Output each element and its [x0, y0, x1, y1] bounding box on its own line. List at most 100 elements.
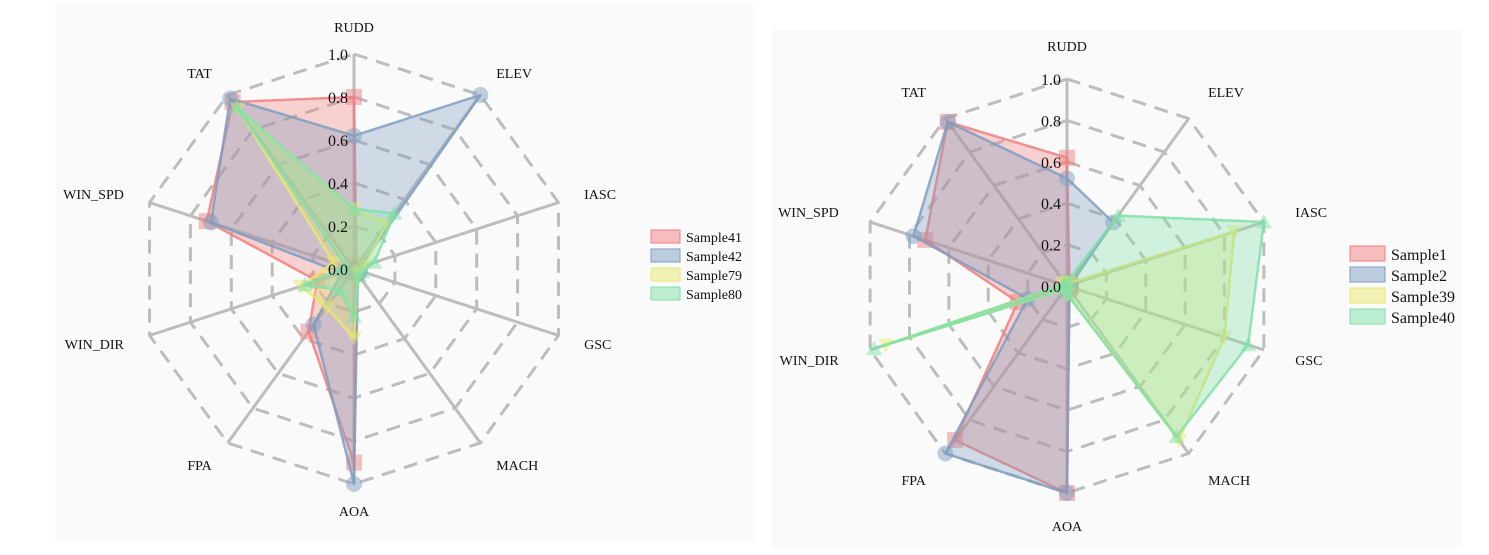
legend: Sample1 Sample2 Sample39 Sample40: [1349, 245, 1455, 327]
data-point: [346, 127, 362, 144]
axis-spoke: [149, 201, 355, 271]
data-point: [1110, 207, 1127, 223]
data-point: [366, 254, 383, 269]
axis-label-fpa: FPA: [902, 474, 927, 489]
axis-spoke: [353, 267, 559, 337]
data-point: [386, 205, 403, 220]
data-point: [1059, 149, 1075, 166]
data-point: [937, 445, 954, 462]
axis-label-win_spd: WIN_SPD: [63, 188, 124, 203]
legend-swatch: [1349, 287, 1386, 304]
legend-swatch: [650, 229, 681, 244]
radial-tick-label: 0.8: [328, 90, 348, 107]
grid-ring: [868, 77, 1266, 495]
legend-swatch: [1349, 308, 1386, 325]
legend-label: Sample80: [686, 288, 742, 303]
data-point: [305, 316, 322, 333]
data-point: [346, 308, 362, 323]
data-point: [472, 87, 489, 104]
radial-tick-label: 0.2: [1041, 238, 1061, 255]
axis-label-win_spd: WIN_SPD: [778, 206, 839, 221]
data-point: [228, 99, 245, 114]
radial-tick-label: 0.4: [1041, 196, 1061, 213]
data-point: [1240, 336, 1257, 352]
data-point: [1056, 274, 1073, 290]
data-point: [296, 276, 313, 292]
axis-label-tat: TAT: [187, 67, 212, 82]
data-point: [346, 331, 362, 346]
radial-tick-label: 0.6: [1041, 155, 1061, 172]
radial-tick-label: 0.8: [1041, 113, 1061, 130]
axis-spoke: [944, 117, 1069, 287]
axis-spoke: [353, 201, 559, 271]
data-point: [346, 200, 362, 216]
legend-swatch: [650, 248, 681, 263]
legend-swatch: [1349, 266, 1386, 283]
axis-label-mach: MACH: [496, 459, 538, 474]
data-point: [325, 255, 342, 271]
data-point: [346, 476, 362, 492]
axis-label-gsc: GSC: [1295, 354, 1322, 369]
axis-label-mach: MACH: [1208, 474, 1250, 489]
data-point: [351, 267, 368, 283]
radial-tick-label: 0.6: [328, 133, 348, 150]
data-point: [1059, 170, 1075, 187]
radial-tick-label: 0.0: [328, 262, 348, 279]
left-chart-panel-bg: [55, 5, 755, 540]
data-point: [866, 340, 883, 356]
legend-swatch: [650, 267, 681, 282]
axis-spoke: [944, 285, 1069, 455]
grid-ring: [148, 52, 560, 486]
axis-label-aoa: AOA: [339, 505, 370, 520]
legend-label: Sample79: [686, 269, 742, 284]
radial-tick-label: 1.0: [1041, 72, 1061, 89]
axis-label-elev: ELEV: [1208, 86, 1244, 101]
radar-chart-left: 0.0 0.2 0.4 0.6 0.8 1.0 RUDD ELEV IASC GSC MACH AOA…: [63, 21, 742, 520]
axis-label-iasc: IASC: [1295, 206, 1327, 221]
legend: Sample41 Sample42 Sample79 Sample80: [650, 229, 742, 303]
axis-spoke: [1065, 117, 1190, 287]
axis-spoke: [1066, 284, 1265, 352]
data-point: [202, 214, 219, 231]
data-point: [337, 258, 354, 273]
legend-label: Sample42: [686, 250, 742, 265]
data-point: [1059, 485, 1075, 501]
radial-tick-label: 0.0: [1041, 279, 1061, 296]
axis-label-tat: TAT: [901, 86, 926, 101]
data-point: [1226, 225, 1243, 240]
data-point: [1255, 214, 1272, 229]
axis-label-fpa: FPA: [187, 459, 212, 474]
axis-label-aoa: AOA: [1052, 520, 1083, 535]
axis-spoke: [352, 268, 482, 444]
axis-label-rudd: RUDD: [1047, 40, 1087, 55]
data-point: [330, 281, 347, 297]
data-point: [1168, 428, 1185, 444]
grid-ring: [947, 160, 1187, 412]
data-point: [318, 300, 335, 316]
legend-label: Sample1: [1391, 247, 1447, 264]
legend-label: Sample2: [1391, 268, 1447, 285]
data-point: [346, 89, 362, 105]
radial-tick-label: 0.2: [328, 219, 348, 236]
legend-swatch: [1349, 245, 1386, 262]
axis-label-iasc: IASC: [584, 188, 616, 203]
axis-label-rudd: RUDD: [334, 21, 374, 36]
data-point: [905, 228, 922, 245]
axis-spoke: [226, 268, 356, 444]
legend-swatch: [650, 286, 681, 301]
right-chart-panel-bg: [772, 30, 1462, 548]
legend-label: Sample40: [1391, 310, 1455, 327]
axis-label-gsc: GSC: [584, 338, 611, 353]
axis-spoke: [869, 220, 1068, 288]
data-point: [939, 113, 956, 130]
data-point: [222, 90, 239, 107]
legend-label: Sample41: [686, 231, 742, 246]
axis-label-win_dir: WIN_DIR: [65, 338, 125, 353]
radial-tick-label: 0.4: [328, 176, 348, 193]
axis-label-win_dir: WIN_DIR: [780, 354, 840, 369]
axis-label-elev: ELEV: [496, 67, 532, 82]
data-point: [1216, 330, 1233, 346]
radial-tick-label: 1.0: [328, 47, 348, 64]
radar-chart-right: 0.0 0.2 0.4 0.6 0.8 1.0 RUDD ELEV IASC GSC MACH AOA…: [778, 40, 1455, 535]
